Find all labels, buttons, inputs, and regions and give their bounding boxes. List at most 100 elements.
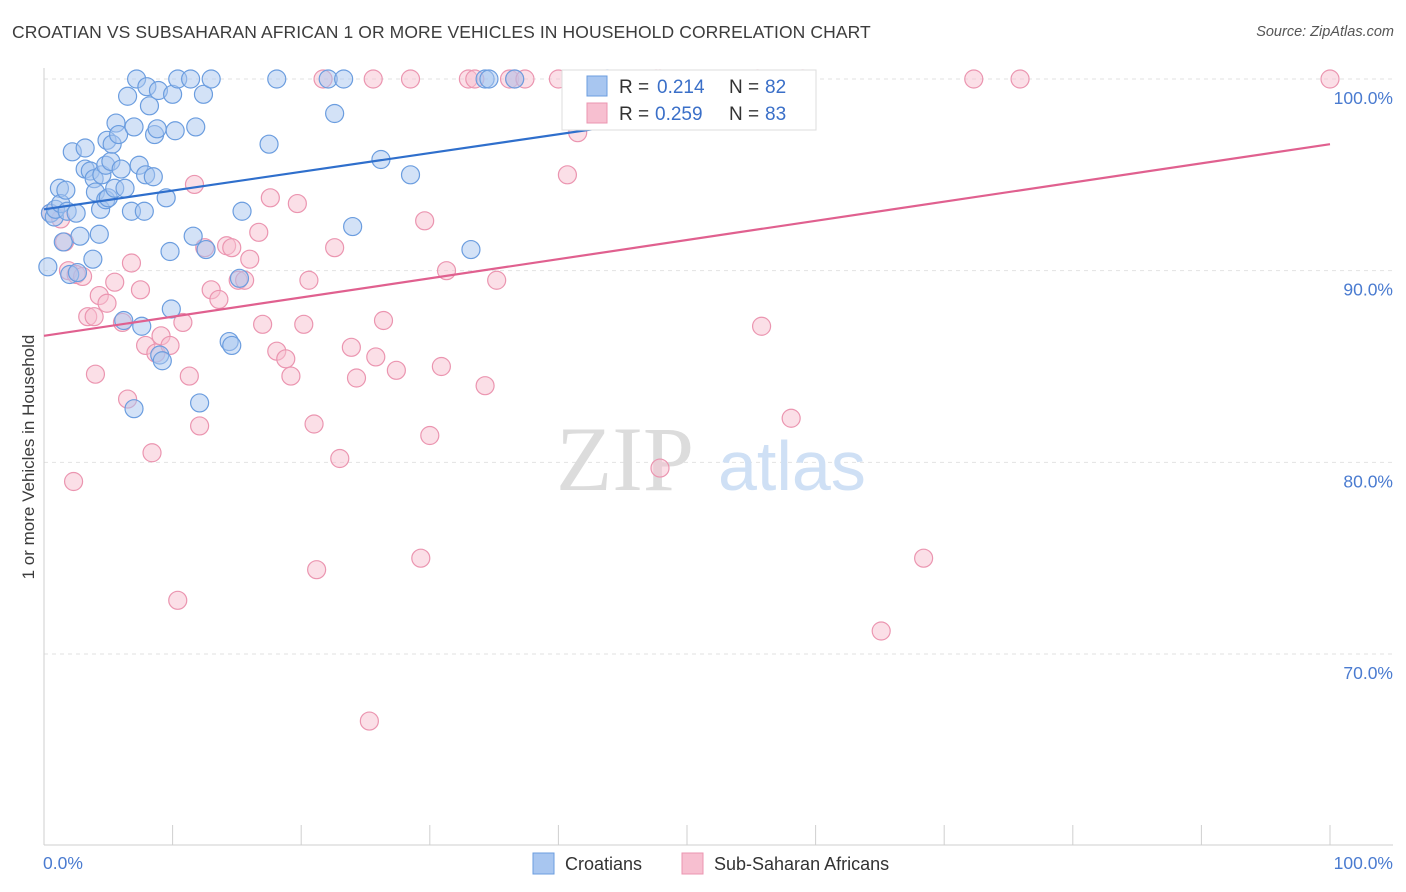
- sub-saharan-point: [222, 238, 242, 258]
- sub-saharan-point: [190, 416, 210, 436]
- croatians-point: [70, 226, 90, 246]
- sub-saharan-point: [276, 349, 296, 369]
- sub-saharan-point: [130, 280, 151, 300]
- stats-box: R = 0.214 N = 82 R = 0.259 N = 83: [561, 69, 817, 131]
- sub-saharan-point: [281, 366, 301, 386]
- legend-swatch-croatians: [532, 852, 555, 875]
- croatians-point: [114, 310, 134, 331]
- croatians-point: [334, 69, 354, 89]
- sub-saharan-point: [871, 621, 891, 641]
- stats-r-value-sub-saharan: 0.259: [655, 104, 703, 125]
- croatians-point: [267, 69, 287, 89]
- sub-saharan-point: [253, 314, 273, 334]
- sub-saharan-point: [304, 414, 324, 434]
- croatians-point: [66, 203, 86, 223]
- sub-saharan-point: [260, 188, 280, 208]
- croatians-point: [38, 257, 58, 277]
- sub-saharan-point: [142, 443, 162, 463]
- croatians-point: [67, 262, 88, 283]
- legend-swatch-sub-saharan: [681, 852, 704, 875]
- series-sub-saharan-points: [40, 69, 1340, 731]
- croatians-point: [139, 96, 160, 116]
- stats-r-label-croatians: R =: [619, 77, 649, 98]
- y-axis-label: 1 or more Vehicles in Household: [19, 335, 38, 580]
- sub-saharan-point: [1320, 69, 1340, 89]
- stats-n-label-sub-saharan: N =: [729, 104, 759, 125]
- sub-saharan-point: [363, 69, 383, 89]
- sub-saharan-point: [97, 293, 117, 313]
- croatians-point: [83, 249, 103, 269]
- croatians-point: [56, 180, 76, 200]
- y-tick-label: 70.0%: [1343, 663, 1393, 683]
- croatians-point: [75, 138, 95, 158]
- sub-saharan-point: [781, 408, 801, 428]
- stats-r-label-sub-saharan: R =: [619, 104, 649, 125]
- croatians-point: [183, 226, 203, 246]
- croatians-point: [186, 117, 206, 137]
- croatians-point: [222, 335, 242, 356]
- croatians-point: [181, 69, 201, 89]
- sub-saharan-point: [249, 222, 269, 242]
- sub-saharan-point: [168, 590, 188, 610]
- y-tick-label: 90.0%: [1343, 280, 1393, 300]
- croatians-point: [156, 188, 176, 208]
- croatians-point: [53, 232, 73, 252]
- watermark-atlas: atlas: [718, 427, 866, 505]
- croatians-point: [165, 121, 185, 141]
- croatians-point: [147, 119, 167, 139]
- croatians-point: [89, 224, 109, 244]
- croatians-point: [152, 351, 172, 371]
- croatians-point: [161, 299, 181, 319]
- croatians-point: [400, 165, 421, 185]
- stats-r-value-croatians: 0.214: [657, 77, 705, 98]
- watermark-zip: ZIP: [556, 408, 694, 510]
- sub-saharan-point: [1010, 69, 1030, 89]
- croatians-point: [229, 268, 250, 288]
- watermark: ZIP atlas: [556, 408, 866, 510]
- sub-saharan-point: [330, 448, 350, 469]
- stats-swatch-croatians: [586, 75, 608, 97]
- sub-saharan-point: [105, 272, 125, 292]
- chart-title: CROATIAN VS SUBSAHARAN AFRICAN 1 OR MORE…: [12, 22, 871, 42]
- croatians-point: [343, 216, 363, 237]
- legend-label-sub-saharan: Sub-Saharan Africans: [714, 854, 889, 874]
- sub-saharan-point: [359, 711, 379, 731]
- sub-saharan-point: [415, 211, 435, 231]
- croatians-point: [232, 201, 252, 221]
- croatians-point: [124, 399, 144, 419]
- sub-saharan-point: [294, 314, 314, 334]
- croatians-point: [160, 241, 180, 262]
- sub-saharan-point: [173, 312, 193, 333]
- trend-lines: [43, 120, 1331, 337]
- stats-n-value-croatians: 82: [765, 77, 786, 98]
- sub-saharan-point: [914, 548, 934, 568]
- sub-saharan-point: [411, 548, 431, 568]
- sub-saharan-point: [373, 310, 394, 331]
- croatians-point: [201, 69, 221, 89]
- y-tick-labels: 70.0% 80.0% 90.0% 100.0%: [1334, 88, 1393, 683]
- croatians-point: [143, 167, 163, 187]
- sub-saharan-point: [121, 253, 142, 273]
- stats-n-label-croatians: N =: [729, 77, 759, 98]
- sub-saharan-point: [63, 471, 84, 492]
- sub-saharan-point: [475, 376, 495, 396]
- y-tick-label: 100.0%: [1334, 88, 1393, 108]
- croatians-point: [115, 178, 135, 198]
- sub-saharan-point: [487, 270, 507, 290]
- croatians-point: [193, 84, 214, 104]
- sub-saharan-point: [209, 289, 229, 310]
- sub-saharan-point: [184, 174, 205, 195]
- croatians-point: [111, 159, 131, 179]
- trend-line-croatians: [43, 120, 649, 211]
- sub-saharan-point: [299, 270, 319, 290]
- croatians-point: [325, 103, 345, 124]
- legend-label-croatians: Croatians: [565, 854, 642, 874]
- stats-swatch-sub-saharan: [586, 102, 608, 124]
- croatians-point: [196, 239, 216, 260]
- croatians-point: [259, 134, 279, 154]
- croatians-point: [505, 69, 525, 89]
- sub-saharan-point: [386, 360, 406, 380]
- sub-saharan-point: [964, 69, 984, 89]
- series-croatians-points: [38, 69, 617, 419]
